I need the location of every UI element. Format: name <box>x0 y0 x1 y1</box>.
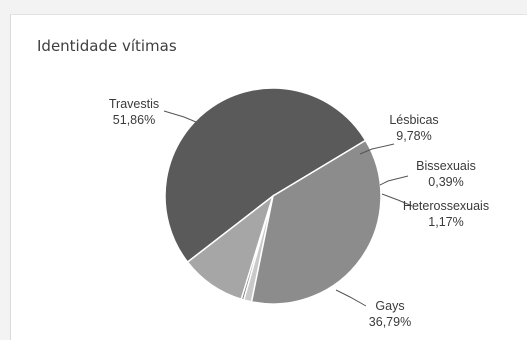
slice-value-lésbicas: 9,78% <box>396 129 431 143</box>
leader-line-heterossexuais <box>381 193 413 207</box>
slice-label-gays: Gays <box>375 299 404 313</box>
slice-label-travestis: Travestis <box>109 97 159 111</box>
leader-line-gays <box>335 289 367 307</box>
slice-value-heterossexuais: 1,17% <box>428 215 463 229</box>
pie-slice-gays <box>250 139 382 305</box>
slice-label-lésbicas: Lésbicas <box>389 113 438 127</box>
slice-label-heterossexuais: Heterossexuais <box>403 199 489 213</box>
slice-value-bissexuais: 0,39% <box>428 175 463 189</box>
slice-value-travestis: 51,86% <box>113 113 155 127</box>
slice-value-gays: 36,79% <box>369 315 411 329</box>
pie-slice-travestis <box>164 87 367 264</box>
leader-line-lésbicas <box>359 143 395 155</box>
leader-line-bissexuais <box>379 175 409 186</box>
chart-title: Identidade vítimas <box>37 37 177 55</box>
slice-label-bissexuais: Bissexuais <box>416 159 476 173</box>
leader-line-travestis <box>163 110 197 123</box>
